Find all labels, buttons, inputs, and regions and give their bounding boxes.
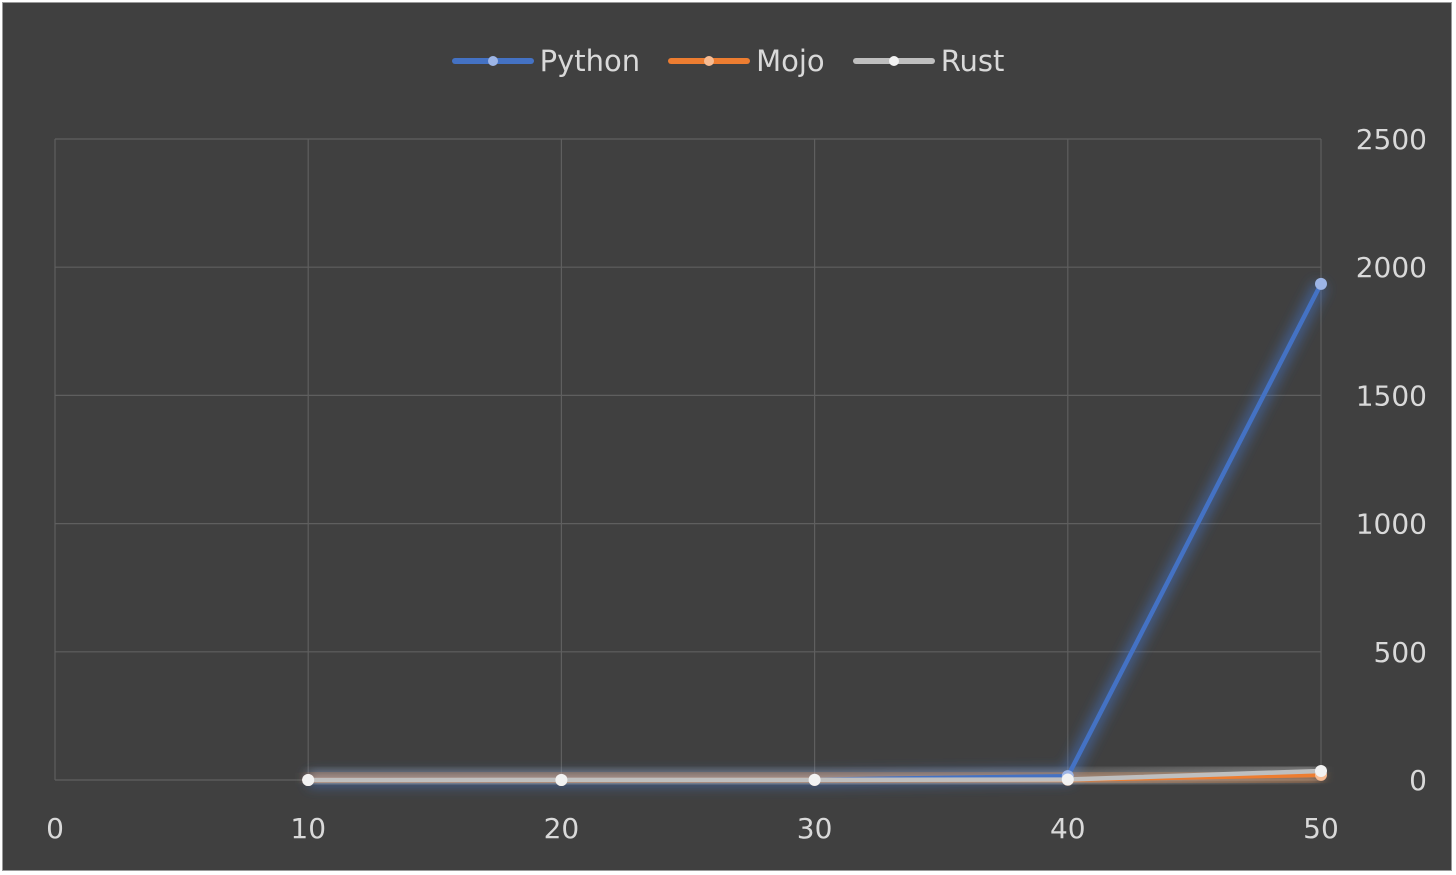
data-point-rust-30 [808, 773, 821, 786]
data-point-rust-40 [1061, 773, 1074, 786]
y-tick-label-1500: 1500 [1356, 379, 1427, 412]
legend-marker-mojo [704, 56, 715, 66]
data-point-rust-20 [555, 773, 568, 786]
x-tick-label-50: 50 [1303, 812, 1339, 845]
data-point-rust-10 [302, 773, 315, 786]
gridlines [54, 138, 1322, 781]
legend-label-rust: Rust [940, 44, 1005, 78]
line-chart: 0 10 20 30 40 50 0 500 1000 1500 2000 2500 [46, 123, 1427, 845]
y-axis-tick-labels: 0 500 1000 1500 2000 2500 [1356, 123, 1427, 797]
legend-swatch-python [451, 56, 534, 66]
x-tick-label-10: 10 [290, 812, 326, 845]
y-tick-label-500: 500 [1374, 636, 1427, 669]
legend: Python Mojo Rust [3, 41, 1453, 81]
series-lines [302, 277, 1327, 786]
legend-marker-rust [888, 56, 899, 66]
y-tick-label-2000: 2000 [1356, 251, 1427, 284]
y-tick-label-0: 0 [1409, 764, 1427, 797]
x-tick-label-20: 20 [544, 812, 580, 845]
legend-item-rust: Rust [852, 41, 1005, 81]
legend-label-mojo: Mojo [756, 44, 825, 78]
x-tick-label-30: 30 [797, 812, 833, 845]
y-tick-label-1000: 1000 [1356, 508, 1427, 541]
legend-label-python: Python [539, 44, 641, 78]
y-tick-label-2500: 2500 [1356, 123, 1427, 156]
data-point-python-50 [1315, 277, 1327, 290]
x-tick-label-0: 0 [46, 812, 64, 845]
legend-item-python: Python [451, 41, 641, 81]
legend-marker-python [487, 56, 498, 66]
data-point-rust-50 [1315, 765, 1327, 778]
x-tick-label-40: 40 [1050, 812, 1086, 845]
legend-swatch-mojo [668, 56, 751, 66]
legend-swatch-rust [852, 56, 935, 66]
legend-item-mojo: Mojo [668, 41, 825, 81]
x-axis-tick-labels: 0 10 20 30 40 50 [46, 812, 1339, 845]
